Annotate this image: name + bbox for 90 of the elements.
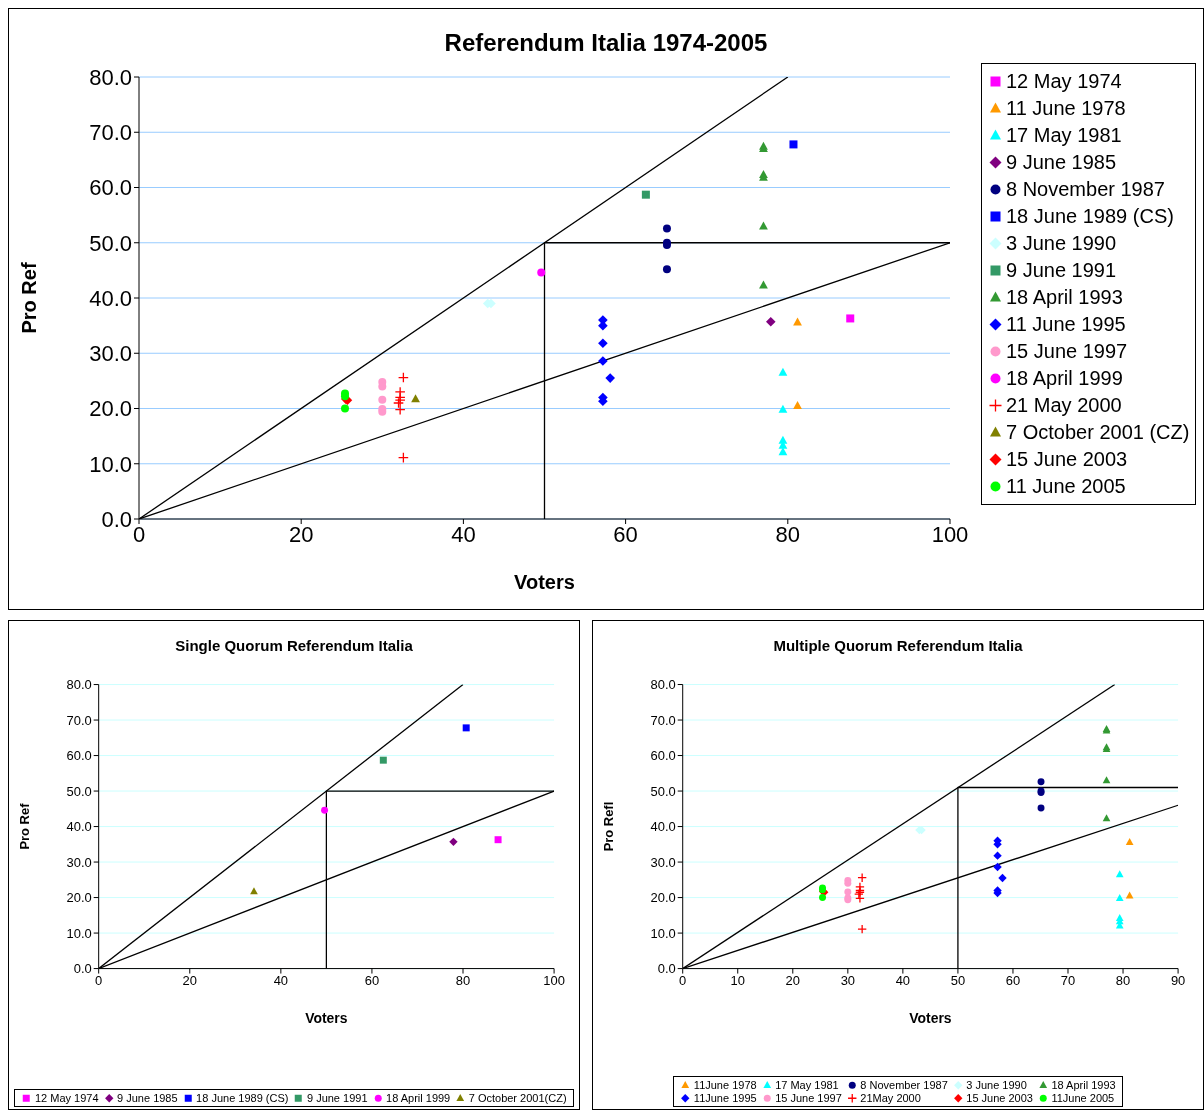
y-tick-label: 50.0 xyxy=(89,230,132,256)
legend-label: 8 November 1987 xyxy=(860,1079,948,1091)
y-tick-label: 70.0 xyxy=(650,712,676,728)
legend-label: 8 November 1987 xyxy=(1006,178,1165,201)
x-tick-label: 80 xyxy=(775,521,801,547)
legend-label: 11 June 1995 xyxy=(1006,313,1126,336)
legend-label: 21 May 2000 xyxy=(1006,394,1122,417)
legend-label: 9 June 1991 xyxy=(306,1092,368,1104)
legend-label: 9 June 1991 xyxy=(1006,259,1117,282)
legend-label: 11June 1995 xyxy=(693,1092,757,1104)
legend-label: 3 June 1990 xyxy=(966,1079,1027,1091)
chart-title: Referendum Italia 1974-2005 xyxy=(443,29,769,57)
legend-label: 11June 1978 xyxy=(693,1079,757,1091)
legend-label: 7 October 2001 (CZ) xyxy=(1006,421,1190,444)
legend-label: 15 June 1997 xyxy=(1006,340,1128,363)
legend-label: 17 May 1981 xyxy=(1006,124,1122,147)
x-tick-label: 0 xyxy=(95,972,103,988)
x-tick-label: 30 xyxy=(840,972,856,988)
x-tick-label: 60 xyxy=(613,521,638,547)
x-tick-label: 40 xyxy=(273,972,289,988)
y-tick-label: 0.0 xyxy=(657,961,676,977)
x-tick-label: 40 xyxy=(451,521,476,547)
y-tick-label: 60.0 xyxy=(650,748,676,764)
y-tick-label: 20.0 xyxy=(66,890,92,906)
legend-label: 9 June 1985 xyxy=(1006,151,1117,174)
x-tick-label: 10 xyxy=(730,972,745,988)
legend-label: 15 June 2003 xyxy=(1006,448,1128,471)
y-axis-title: Pro Ref xyxy=(16,802,32,850)
legend-label: 3 June 1990 xyxy=(1006,232,1117,255)
legend-label: 11 June 2005 xyxy=(1006,475,1126,498)
x-tick-label: 0 xyxy=(132,521,146,547)
y-tick-label: 0.0 xyxy=(73,961,92,977)
legend-label: 12 May 1974 xyxy=(34,1092,99,1104)
x-tick-label: 70 xyxy=(1060,972,1076,988)
y-tick-label: 30.0 xyxy=(66,854,92,870)
y-tick-label: 60.0 xyxy=(66,748,92,764)
legend-label: 18 April 1999 xyxy=(386,1092,451,1104)
legend-label: 18 April 1993 xyxy=(1051,1079,1116,1091)
x-tick-label: 60 xyxy=(1005,972,1021,988)
x-axis-title: Voters xyxy=(305,1010,348,1027)
y-tick-label: 30.0 xyxy=(89,341,132,367)
y-tick-label: 80.0 xyxy=(650,677,676,693)
y-tick-label: 30.0 xyxy=(650,854,676,870)
legend-label: 9 June 1985 xyxy=(117,1092,178,1104)
x-tick-label: 90 xyxy=(1170,972,1186,988)
x-tick-label: 40 xyxy=(895,972,911,988)
y-tick-label: 40.0 xyxy=(66,819,92,835)
legend-label: 18 April 1999 xyxy=(1006,367,1123,390)
x-axis-title: Voters xyxy=(909,1010,952,1027)
y-tick-label: 20.0 xyxy=(650,890,676,906)
x-tick-label: 50 xyxy=(950,972,966,988)
legend-label: 17 May 1981 xyxy=(775,1079,839,1091)
y-tick-label: 10.0 xyxy=(650,925,676,941)
legend-label: 18 June 1989 (CS) xyxy=(1006,205,1174,228)
y-tick-label: 50.0 xyxy=(650,783,676,799)
legend-label: 7 October 2001(CZ) xyxy=(468,1092,567,1104)
y-tick-label: 80.0 xyxy=(66,677,92,693)
y-tick-label: 10.0 xyxy=(66,925,92,941)
legend-label: 15 June 1997 xyxy=(775,1092,842,1104)
y-tick-label: 70.0 xyxy=(89,120,132,146)
legend-label: 21May 2000 xyxy=(860,1092,921,1104)
legend-label: 18 June 1989 (CS) xyxy=(196,1092,289,1104)
y-axis-title: Pro Refl xyxy=(600,801,616,852)
y-tick-label: 70.0 xyxy=(66,712,92,728)
legend-label: 18 April 1993 xyxy=(1006,286,1123,309)
x-tick-label: 100 xyxy=(931,521,969,547)
chart-title: Multiple Quorum Referendum Italia xyxy=(772,637,1024,654)
x-tick-label: 20 xyxy=(785,972,800,988)
chart-title: Single Quorum Referendum Italia xyxy=(174,637,414,654)
x-tick-label: 20 xyxy=(182,972,197,988)
legend-label: 12 May 1974 xyxy=(1006,70,1122,93)
legend-label: 11June 2005 xyxy=(1051,1092,1115,1104)
x-tick-label: 0 xyxy=(679,972,687,988)
y-tick-label: 0.0 xyxy=(101,506,132,532)
y-tick-label: 60.0 xyxy=(89,175,132,201)
x-tick-label: 60 xyxy=(364,972,380,988)
y-tick-label: 50.0 xyxy=(66,783,92,799)
legend-label: 11 June 1978 xyxy=(1006,97,1126,120)
y-tick-label: 40.0 xyxy=(89,285,132,311)
y-tick-label: 10.0 xyxy=(89,451,132,477)
y-tick-label: 40.0 xyxy=(650,819,676,835)
y-axis-title: Pro Ref xyxy=(18,262,41,334)
x-tick-label: 80 xyxy=(455,972,471,988)
x-tick-label: 100 xyxy=(543,972,565,988)
y-tick-label: 80.0 xyxy=(89,64,132,90)
x-axis-title: Voters xyxy=(514,571,575,593)
legend-label: 15 June 2003 xyxy=(966,1092,1033,1104)
x-tick-label: 20 xyxy=(288,521,314,547)
y-tick-label: 20.0 xyxy=(89,396,132,422)
x-tick-label: 80 xyxy=(1115,972,1131,988)
